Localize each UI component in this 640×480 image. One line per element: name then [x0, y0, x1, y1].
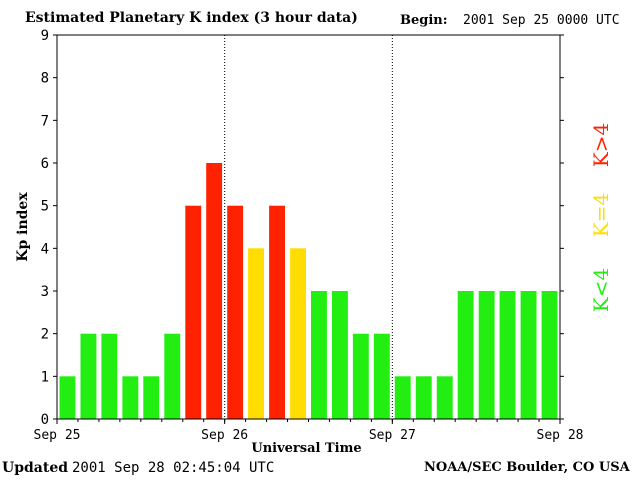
- kp-bar: [499, 291, 516, 419]
- x-tick-label: Sep 27: [369, 428, 416, 443]
- kp-bar: [520, 291, 537, 419]
- y-tick-label: 9: [41, 28, 49, 44]
- kp-bar: [457, 291, 474, 419]
- y-tick-label: 4: [41, 241, 49, 257]
- kp-bar: [394, 376, 411, 419]
- x-axis-label: Universal Time: [251, 441, 361, 456]
- kp-bar: [122, 376, 139, 419]
- y-tick-label: 2: [41, 327, 49, 343]
- kp-bar: [352, 333, 369, 419]
- y-tick-label: 7: [41, 113, 49, 129]
- y-tick-label: 0: [41, 412, 49, 428]
- kp-bar: [185, 205, 202, 419]
- kp-bar: [206, 163, 223, 419]
- y-axis-label: Kp index: [15, 192, 31, 262]
- kp-bar: [373, 333, 390, 419]
- legend-label: K>4: [589, 123, 613, 167]
- kp-bar: [541, 291, 558, 419]
- y-tick-label: 1: [41, 369, 49, 385]
- x-tick-label: Sep 28: [537, 428, 584, 443]
- kp-bar: [143, 376, 160, 419]
- x-tick-label: Sep 25: [34, 428, 81, 443]
- kp-bar: [80, 333, 97, 419]
- kp-bar: [164, 333, 181, 419]
- y-tick-label: 5: [41, 199, 49, 215]
- y-tick-label: 6: [41, 156, 49, 172]
- chart-title: Estimated Planetary K index (3 hour data…: [25, 10, 358, 26]
- kp-bar: [290, 248, 306, 419]
- kp-bar: [269, 205, 285, 419]
- kp-bar: [311, 291, 327, 419]
- y-tick-label: 8: [41, 71, 49, 87]
- kp-bar: [332, 291, 348, 419]
- kp-bar: [478, 291, 495, 419]
- legend-label: K<4: [589, 268, 613, 312]
- begin-label: Begin:: [400, 13, 448, 28]
- kp-bar: [248, 248, 264, 419]
- kp-bar: [436, 376, 453, 419]
- x-tick-label: Sep 26: [201, 428, 248, 443]
- updated-label: Updated: [2, 460, 69, 476]
- kp-bar: [415, 376, 432, 419]
- y-tick-label: 3: [41, 284, 49, 300]
- updated-value: 2001 Sep 28 02:45:04 UTC: [72, 460, 275, 476]
- kp-bar: [227, 205, 244, 419]
- credit-text: NOAA/SEC Boulder, CO USA: [424, 460, 630, 475]
- kp-bar: [59, 376, 76, 419]
- legend-label: K=4: [589, 193, 613, 237]
- kp-bar: [101, 333, 118, 419]
- begin-value: 2001 Sep 25 0000 UTC: [463, 13, 620, 28]
